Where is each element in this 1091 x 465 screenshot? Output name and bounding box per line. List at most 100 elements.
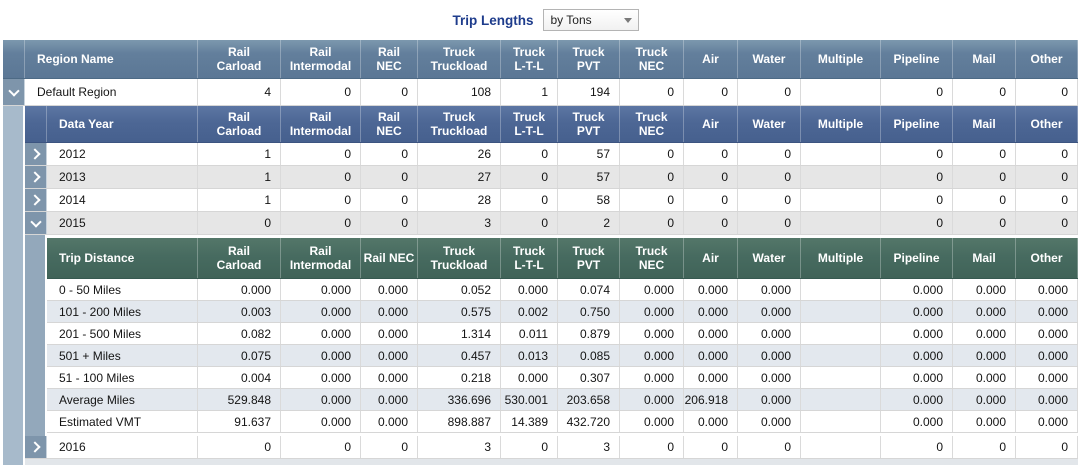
value-cell: 336.696 [418,389,501,410]
value-cell: 0.011 [501,323,558,344]
value-cell: 0.575 [418,301,501,322]
value-cell [801,436,881,458]
value-cell: 529.848 [198,389,281,410]
value-cell: 0.000 [953,301,1016,322]
column-header-cell: Rail NEC [361,238,418,278]
value-cell: 0 [620,166,684,188]
value-cell: 0.000 [738,411,801,432]
value-cell: 0.000 [684,279,738,300]
column-header-cell: Rail Carload [198,40,281,78]
value-cell: 0 [501,436,558,458]
value-cell: 0 [620,189,684,211]
value-cell: 14.389 [501,411,558,432]
value-cell: 0.000 [684,411,738,432]
value-cell: 0.307 [558,367,620,388]
distance-label-cell: Estimated VMT [47,411,198,432]
trip-lengths-dropdown[interactable]: by Tons [542,9,639,31]
value-cell: 0.000 [881,389,953,410]
expander-cell[interactable] [25,189,47,211]
expander-cell[interactable] [25,212,47,234]
chevron-down-icon [29,215,42,228]
column-header-cell: Truck PVT [558,106,620,142]
column-header-cell: Water [738,106,801,142]
expander-cell[interactable] [25,143,47,165]
year-name-cell: 2015 [47,212,198,234]
value-cell: 0.000 [501,279,558,300]
distance-label-cell: Average Miles [47,389,198,410]
column-header-cell: Truck NEC [620,106,684,142]
value-cell: 0 [738,189,801,211]
level2-block: Data Year Rail Carload Rail Intermodal Rail… [3,106,1078,465]
value-cell: 0.000 [1016,279,1078,300]
column-header-cell: Other [1016,40,1078,78]
column-header-cell: Multiple [801,40,881,78]
value-cell: 0.074 [558,279,620,300]
value-cell: 0 [738,166,801,188]
distance-row: Average Miles 529.848 0.000 0.000 336.696 530… [47,389,1078,411]
expander-cell[interactable] [25,166,47,188]
value-cell: 0.000 [953,279,1016,300]
column-header-cell: Rail NEC [361,40,418,78]
chevron-right-icon [28,171,41,183]
value-cell: 0 [684,212,738,234]
column-header-cell: Other [1016,238,1078,278]
value-cell: 0 [684,79,738,105]
distance-row: 501 + Miles 0.075 0.000 0.000 0.457 0.013 0.08… [47,345,1078,367]
column-header-cell: Air [684,238,738,278]
value-cell: 0.000 [881,323,953,344]
chevron-right-icon [28,194,41,206]
header-row: Region Name Rail Carload Rail Intermodal Ra… [3,40,1078,79]
value-cell: 0.000 [953,323,1016,344]
column-header-cell: Rail Carload [198,106,281,142]
value-cell: 28 [418,189,501,211]
column-header-cell: Truck PVT [558,40,620,78]
distance-row: 101 - 200 Miles 0.003 0.000 0.000 0.575 0.002… [47,301,1078,323]
column-header-cell: Truck PVT [558,238,620,278]
value-cell: 0 [881,143,953,165]
value-cell: 0.000 [684,367,738,388]
dropdown-selected-value: by Tons [550,13,592,27]
value-cell: 0 [684,436,738,458]
column-header-cell: Multiple [801,238,881,278]
column-header-cell: Truck NEC [620,40,684,78]
value-cell: 0 [738,212,801,234]
value-cell: 0.000 [361,301,418,322]
value-cell: 0 [198,212,281,234]
value-cell: 0 [684,166,738,188]
column-header-cell: Rail Carload [198,238,281,278]
value-cell: 0 [953,189,1016,211]
value-cell: 0.004 [198,367,281,388]
column-header-cell: Mail [953,106,1016,142]
column-header-cell: Air [684,106,738,142]
value-cell [801,323,881,344]
value-cell: 0.000 [281,389,361,410]
value-cell: 0 [620,79,684,105]
value-cell [801,143,881,165]
value-cell: 0.000 [953,389,1016,410]
value-cell: 0 [881,212,953,234]
year-row: 2013 1 0 0 27 0 57 0 0 0 0 0 0 [25,166,1078,189]
level3-block: Trip Distance Rail Carload Rail Intermodal… [25,235,1078,436]
value-cell: 0 [881,166,953,188]
value-cell: 0 [953,166,1016,188]
column-header-cell: Mail [953,238,1016,278]
value-cell: 58 [558,189,620,211]
value-cell: 0.000 [361,323,418,344]
grid-bottom-strip [25,459,1078,465]
year-row: 2012 1 0 0 26 0 57 0 0 0 0 0 0 [25,143,1078,166]
expander-cell[interactable] [3,79,25,105]
value-cell: 0.085 [558,345,620,366]
value-cell: 0 [501,143,558,165]
value-cell: 0 [281,212,361,234]
value-cell: 0.000 [361,389,418,410]
data-year-header: Data Year [47,106,198,142]
expander-cell[interactable] [25,436,47,458]
column-header-cell: Truck Truckload [418,238,501,278]
column-header-cell: Truck Truckload [418,40,501,78]
value-cell [801,411,881,432]
value-cell: 194 [558,79,620,105]
value-cell: 0 [684,143,738,165]
value-cell: 1 [198,166,281,188]
trip-lengths-grid: Region Name Rail Carload Rail Intermodal Ra… [3,40,1078,465]
